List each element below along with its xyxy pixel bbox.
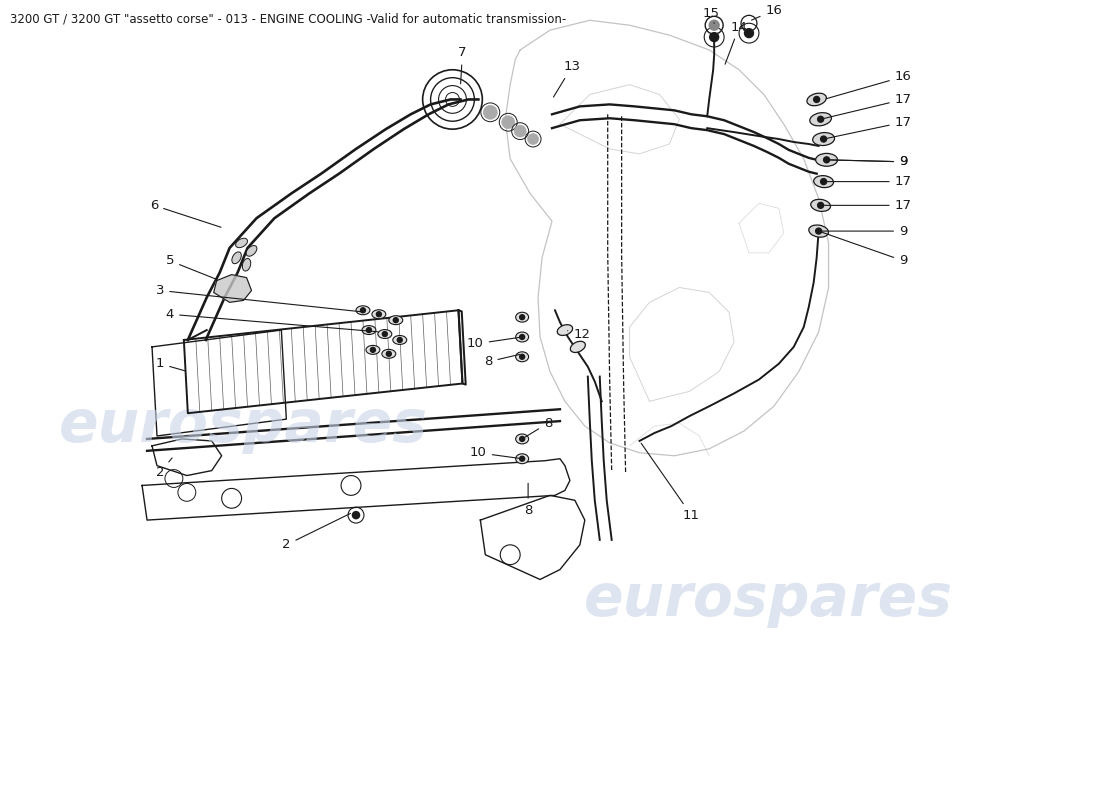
Circle shape [816,228,822,234]
Text: eurospares: eurospares [59,397,428,454]
Text: 10: 10 [470,446,519,459]
Text: 16: 16 [751,4,782,20]
Circle shape [745,29,754,38]
Text: 2: 2 [282,514,351,551]
Circle shape [710,33,718,42]
Circle shape [483,106,497,119]
Ellipse shape [382,350,396,358]
Ellipse shape [242,258,251,271]
Ellipse shape [810,113,832,126]
Circle shape [824,157,829,162]
Ellipse shape [811,199,830,211]
Circle shape [821,178,826,185]
Ellipse shape [516,312,529,322]
Circle shape [519,456,525,462]
Text: 14: 14 [725,21,748,64]
Text: 15: 15 [703,7,719,23]
Circle shape [394,318,398,322]
Ellipse shape [378,330,392,338]
Ellipse shape [808,225,828,237]
Text: eurospares: eurospares [584,570,954,628]
Text: 16: 16 [826,70,912,98]
Ellipse shape [246,246,257,256]
Text: 4: 4 [166,308,378,332]
Circle shape [519,354,525,359]
Circle shape [528,134,539,145]
Circle shape [519,314,525,320]
Circle shape [514,125,526,137]
Ellipse shape [232,252,241,264]
Circle shape [371,347,375,352]
Circle shape [376,312,382,317]
Text: 9: 9 [822,225,908,238]
Ellipse shape [813,133,835,146]
Text: 17: 17 [826,175,912,188]
Circle shape [519,437,525,442]
Text: 8: 8 [525,417,552,438]
Circle shape [710,20,719,30]
Text: 3200 GT / 3200 GT "assetto corse" - 013 - ENGINE COOLING -Valid for automatic tr: 3200 GT / 3200 GT "assetto corse" - 013 … [10,12,566,26]
Ellipse shape [235,238,248,248]
Text: 12: 12 [568,327,591,341]
Ellipse shape [816,154,837,166]
Ellipse shape [372,310,386,318]
Text: 8: 8 [524,483,532,517]
Circle shape [397,338,403,342]
Circle shape [366,327,372,333]
Ellipse shape [516,332,529,342]
Ellipse shape [362,326,376,334]
Ellipse shape [366,346,379,354]
Circle shape [817,116,824,122]
Text: 10: 10 [466,338,519,350]
Polygon shape [459,310,465,385]
Text: 8: 8 [484,354,519,368]
Ellipse shape [558,325,573,335]
Circle shape [352,511,360,518]
Ellipse shape [388,316,403,325]
Polygon shape [213,274,252,302]
Ellipse shape [807,93,826,106]
Text: 2: 2 [156,458,172,479]
Ellipse shape [516,454,529,464]
Text: 13: 13 [553,60,581,97]
Text: 17: 17 [823,93,912,118]
Ellipse shape [570,342,585,353]
Ellipse shape [393,335,407,345]
Text: 1: 1 [156,358,185,371]
Ellipse shape [356,306,370,314]
Circle shape [502,116,515,129]
Text: 17: 17 [826,116,912,138]
Circle shape [821,136,826,142]
Ellipse shape [516,434,529,444]
Circle shape [519,334,525,339]
Text: 9: 9 [829,155,907,168]
Ellipse shape [814,176,834,187]
Text: 6: 6 [150,199,221,227]
Circle shape [383,331,387,337]
Text: 9: 9 [829,155,907,168]
Text: 17: 17 [824,199,912,212]
Text: 11: 11 [641,443,700,522]
Circle shape [386,351,392,356]
Ellipse shape [516,352,529,362]
Text: 5: 5 [166,254,217,279]
Text: 7: 7 [459,46,466,84]
Circle shape [814,97,820,102]
Text: 3: 3 [156,284,363,312]
Circle shape [361,308,365,313]
Circle shape [817,202,824,208]
Text: 9: 9 [822,232,908,267]
